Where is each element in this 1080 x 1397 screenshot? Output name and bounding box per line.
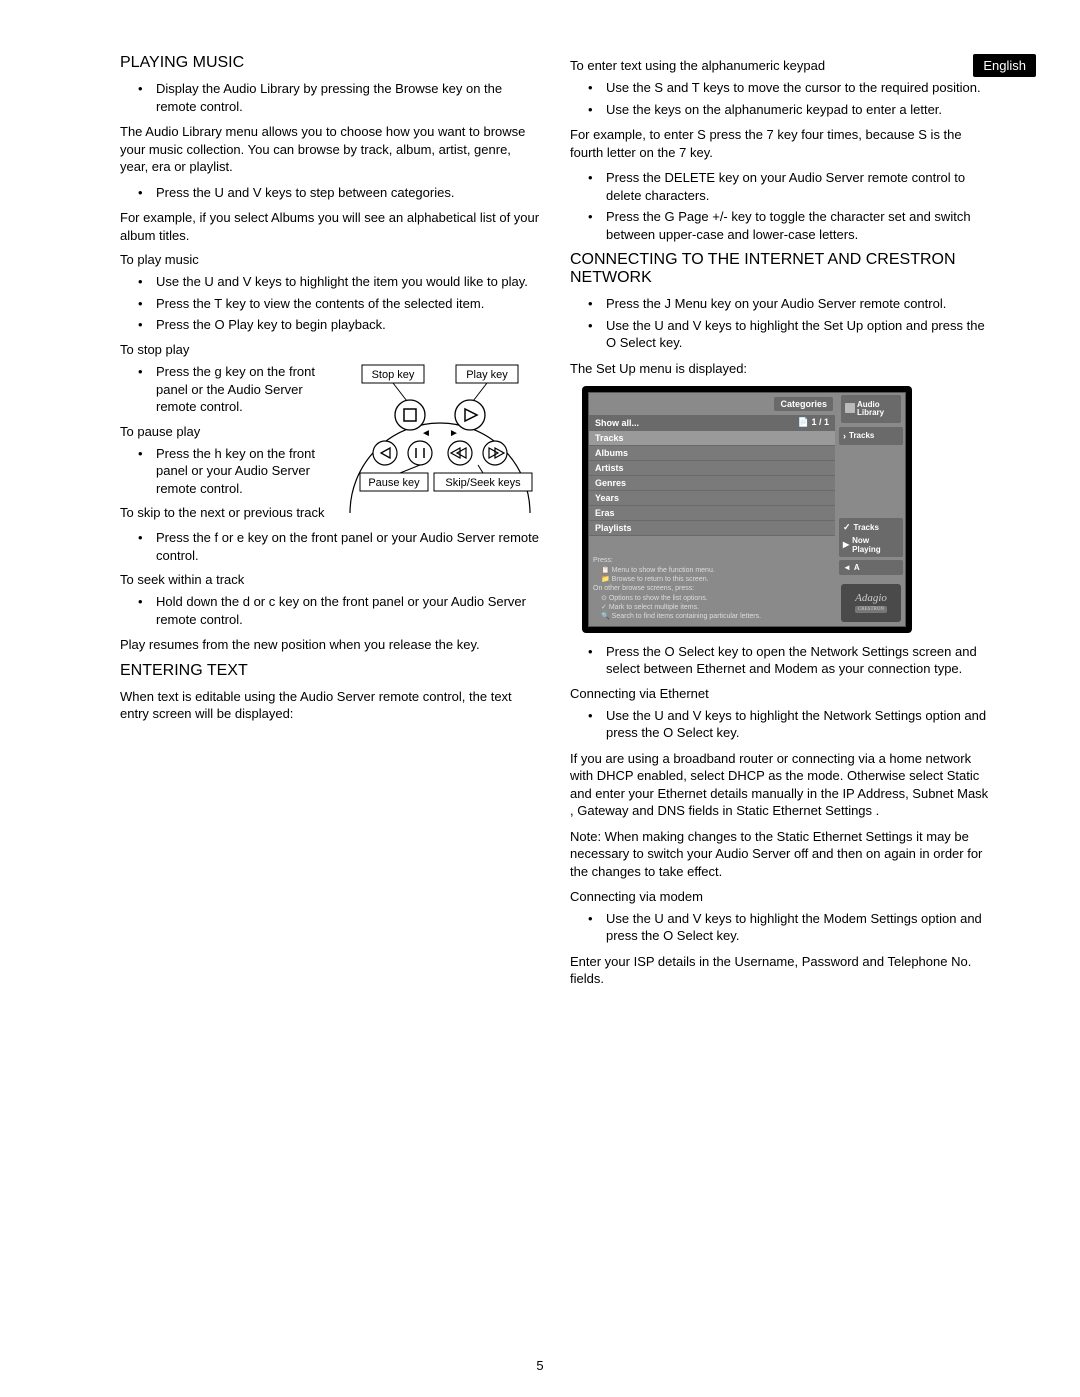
ui-hints: Press: 📋 Menu to show the function menu.… <box>593 556 835 622</box>
paragraph: The Audio Library menu allows you to cho… <box>120 123 540 176</box>
bullet: Press the J Menu key on your Audio Serve… <box>570 295 990 313</box>
bullet: Press the U and V keys to step between c… <box>120 184 540 202</box>
bullet: Use the S and T keys to move the cursor … <box>570 79 990 97</box>
ui-list-item: Artists <box>589 461 835 476</box>
heading-connecting: CONNECTING TO THE INTERNET AND CRESTRON … <box>570 251 990 287</box>
bullet: Press the O Select key to open the Netwo… <box>570 643 990 678</box>
bullet: Press the g key on the front panel or th… <box>120 363 540 416</box>
svg-text:◄: ◄ <box>421 428 431 439</box>
ui-list-item: Playlists <box>589 521 835 536</box>
bullet: Display the Audio Library by pressing th… <box>120 80 540 115</box>
ui-logo: Adagio CRESTRON <box>841 584 901 622</box>
page-number: 5 <box>536 1358 543 1373</box>
paragraph: For example, to enter S press the 7 key … <box>570 126 990 161</box>
bullet: Press the f or e key on the front panel … <box>120 529 540 564</box>
svg-text:►: ► <box>449 428 459 439</box>
bullet: Press the O Play key to begin playback. <box>120 316 540 334</box>
right-column: To enter text using the alphanumeric key… <box>570 50 990 996</box>
heading-playing-music: PLAYING MUSIC <box>120 54 540 72</box>
ui-now-playing: ▶NowPlaying ◄A <box>839 533 903 578</box>
ui-list-item: Albums <box>589 446 835 461</box>
bullet: Press the h key on the front panel or yo… <box>120 445 540 498</box>
paragraph: The Set Up menu is displayed: <box>570 360 990 378</box>
bullet: Use the U and V keys to highlight the Se… <box>570 317 990 352</box>
subhead-to-seek: To seek within a track <box>120 572 540 587</box>
paragraph: For example, if you select Albums you wi… <box>120 209 540 244</box>
bullet: Use the U and V keys to highlight the it… <box>120 273 540 291</box>
paragraph: If you are using a broadband router or c… <box>570 750 990 820</box>
left-column: PLAYING MUSIC Display the Audio Library … <box>120 50 540 996</box>
subhead-to-stop: To stop play <box>120 342 540 357</box>
bullet: Use the keys on the alphanumeric keypad … <box>570 101 990 119</box>
bullet: Press the T key to view the contents of … <box>120 295 540 313</box>
ui-showall-row: Show all... 📄 1 / 1 <box>589 415 835 431</box>
ui-list-item: Years <box>589 491 835 506</box>
ui-category-list: Tracks Albums Artists Genres Years Eras … <box>589 431 835 536</box>
ui-list-item: Tracks <box>589 431 835 446</box>
language-badge: English <box>973 54 1036 77</box>
paragraph: Note: When making changes to the Static … <box>570 828 990 881</box>
ui-audio-library-label: AudioLibrary <box>841 395 901 423</box>
ui-sidebar: ›Tracks ✓Tracks <box>839 427 903 540</box>
bullet: Hold down the d or c key on the front pa… <box>120 593 540 628</box>
subhead-to-play: To play music <box>120 252 540 267</box>
ui-categories-tab: Categories <box>774 397 833 411</box>
bullet: Use the U and V keys to highlight the Mo… <box>570 910 990 945</box>
ui-list-item: Genres <box>589 476 835 491</box>
ui-list-item: Eras <box>589 506 835 521</box>
paragraph: Play resumes from the new position when … <box>120 636 540 654</box>
bullet: Press the G Page +/- key to toggle the c… <box>570 208 990 243</box>
paragraph: When text is editable using the Audio Se… <box>120 688 540 723</box>
page-columns: PLAYING MUSIC Display the Audio Library … <box>120 50 990 996</box>
subhead-modem: Connecting via modem <box>570 889 990 904</box>
paragraph: Enter your ISP details in the Username, … <box>570 953 990 988</box>
subhead-enter-text: To enter text using the alphanumeric key… <box>570 58 990 73</box>
bullet: Use the U and V keys to highlight the Ne… <box>570 707 990 742</box>
setup-screenshot: AudioLibrary Categories Show all... 📄 1 … <box>582 386 912 633</box>
subhead-ethernet: Connecting via Ethernet <box>570 686 990 701</box>
bullet: Press the DELETE key on your Audio Serve… <box>570 169 990 204</box>
heading-entering-text: ENTERING TEXT <box>120 662 540 680</box>
ui-side-tracks: ›Tracks <box>839 427 903 445</box>
